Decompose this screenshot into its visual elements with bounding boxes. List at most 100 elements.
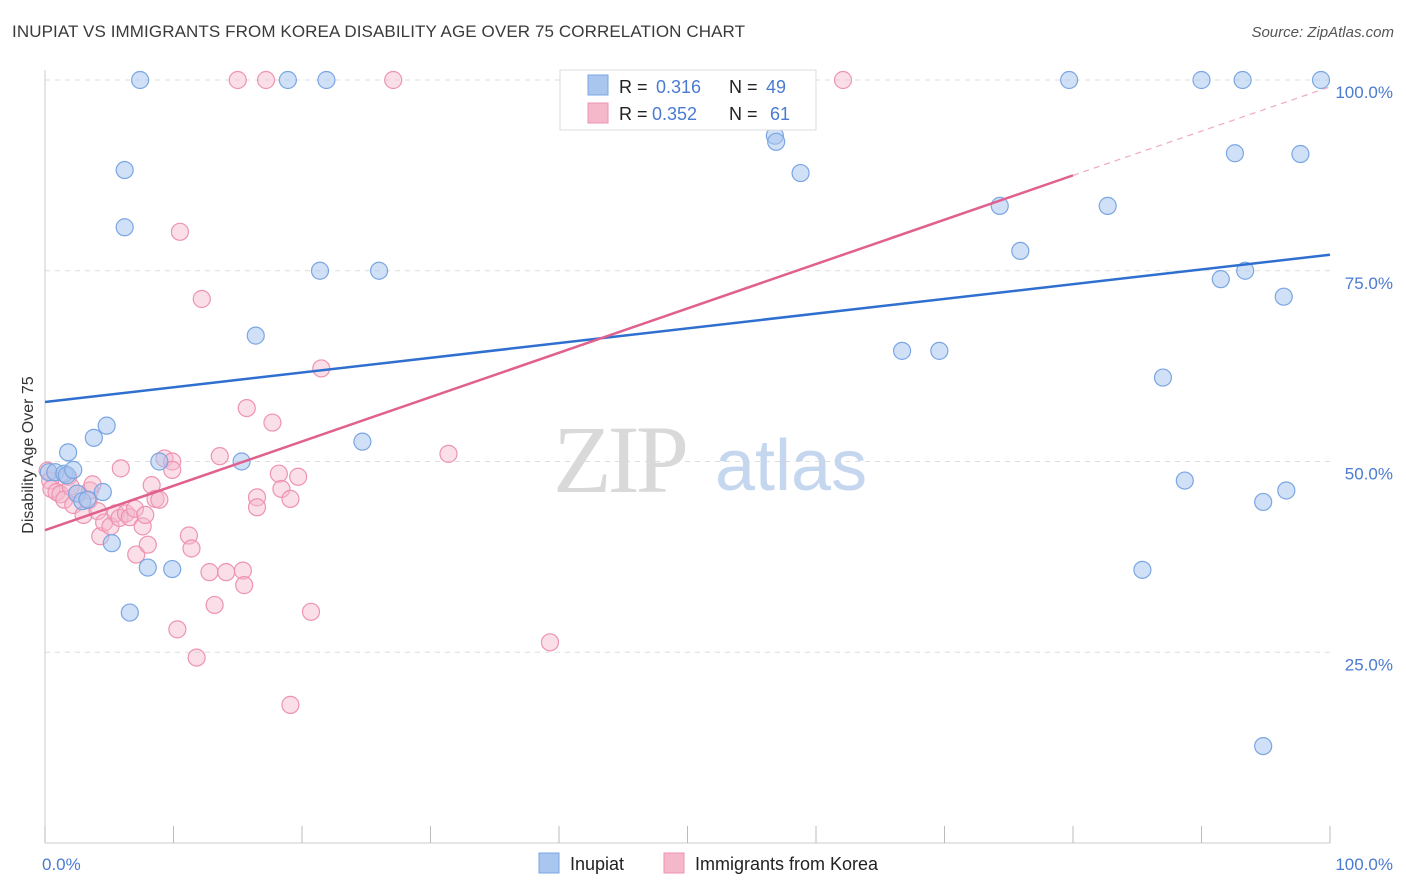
inupiat-point: [1175, 471, 1194, 490]
y-tick-label: 75.0%: [1345, 274, 1393, 293]
inupiat-point: [115, 160, 134, 180]
korea-point: [247, 488, 267, 507]
legend-n-value: 61: [770, 104, 790, 124]
inupiat-point: [1011, 241, 1030, 261]
trend-lines: [44, 86, 1331, 532]
inupiat-point: [59, 443, 78, 462]
inupiat-point: [64, 460, 83, 479]
korea-point: [281, 489, 300, 508]
inupiat-point: [1291, 144, 1310, 164]
inupiat-point: [138, 558, 157, 577]
inupiat-point: [246, 326, 265, 345]
inupiat-trend-line: [44, 253, 1331, 404]
korea-point: [235, 576, 254, 595]
korea-point: [281, 695, 300, 714]
legend-swatch-inupiat: [587, 74, 609, 96]
inupiat-points: [39, 70, 1331, 756]
korea-point: [269, 464, 288, 483]
inupiat-point: [102, 534, 121, 553]
inupiat-point: [1236, 261, 1255, 280]
legend-r-value: 0.352: [652, 104, 697, 124]
inupiat-point: [1098, 196, 1117, 215]
korea-point: [200, 563, 219, 582]
y-axis-label: Disability Age Over 75: [20, 376, 37, 534]
legend-n-label: N =: [729, 104, 758, 124]
korea-point: [256, 70, 276, 90]
watermark-zip: ZIP: [553, 406, 686, 513]
inupiat-point: [1277, 481, 1296, 500]
inupiat-point: [767, 132, 786, 151]
inupiat-point: [1211, 270, 1230, 289]
inupiat-point: [84, 428, 103, 447]
korea-point: [163, 460, 182, 479]
inupiat-point: [1311, 70, 1331, 90]
inupiat-point: [1133, 560, 1152, 579]
korea-point: [210, 447, 229, 466]
inupiat-point: [892, 341, 912, 360]
korea-point: [540, 633, 560, 652]
inupiat-point: [93, 482, 112, 502]
legend-r-value: 0.316: [656, 77, 701, 97]
watermark: ZIP atlas: [553, 406, 867, 513]
watermark-atlas: atlas: [715, 426, 867, 506]
korea-point: [182, 539, 201, 558]
inupiat-point: [310, 261, 330, 280]
inupiat-point: [78, 490, 97, 509]
inupiat-point: [120, 603, 139, 622]
inupiat-point: [130, 70, 150, 90]
korea-point: [233, 561, 252, 580]
korea-point: [289, 467, 308, 486]
inupiat-point: [97, 416, 116, 435]
axes: [44, 70, 1331, 844]
korea-point: [205, 595, 224, 615]
source-credit: Source: ZipAtlas.com: [1251, 24, 1394, 41]
korea-point: [247, 498, 267, 517]
legend-r-label: R =: [619, 77, 648, 97]
korea-point: [272, 479, 291, 499]
inupiat-point: [353, 432, 372, 451]
korea-point: [217, 563, 236, 582]
series-legend: Inupiat Immigrants from Korea: [538, 852, 879, 874]
bottom-legend-swatch-korea: [663, 852, 685, 874]
y-tick-labels: 25.0% 50.0% 75.0% 100.0%: [1335, 83, 1393, 674]
korea-point: [228, 70, 247, 90]
korea-point: [170, 222, 190, 241]
inupiat-point: [150, 452, 169, 471]
inupiat-point: [1274, 287, 1293, 306]
korea-trend-line: [44, 174, 1074, 532]
x-tick-labels: 0.0% 100.0%: [42, 855, 1393, 874]
y-tick-label: 25.0%: [1345, 655, 1393, 674]
inupiat-point: [115, 218, 134, 237]
inupiat-point: [317, 70, 336, 90]
inupiat-point: [1192, 70, 1211, 90]
legend-r-label: R =: [619, 104, 648, 124]
korea-point: [111, 459, 130, 478]
korea-point: [136, 505, 155, 525]
inupiat-point: [278, 70, 297, 90]
korea-point: [133, 517, 152, 536]
korea-point: [237, 398, 256, 418]
bottom-legend-label-inupiat: Inupiat: [570, 854, 624, 874]
grid-lines: [45, 79, 1330, 653]
x-tick-label: 100.0%: [1335, 855, 1393, 874]
korea-point: [301, 602, 321, 621]
inupiat-point: [370, 261, 389, 280]
y-tick-label: 50.0%: [1345, 465, 1393, 484]
inupiat-point: [1225, 144, 1245, 163]
korea-point: [168, 620, 187, 639]
inupiat-point: [930, 341, 949, 360]
korea-point: [439, 444, 458, 463]
korea-point: [187, 648, 206, 667]
stats-legend: R = 0.316 N = 49 R = 0.352 N = 61: [559, 69, 817, 131]
inupiat-point: [1254, 492, 1273, 512]
y-tick-label: 100.0%: [1335, 83, 1393, 102]
inupiat-point: [1060, 70, 1079, 90]
inupiat-point: [1233, 70, 1252, 90]
bottom-legend-swatch-inupiat: [538, 852, 560, 874]
korea-point: [127, 545, 146, 564]
korea-trend-extension: [1072, 86, 1331, 176]
korea-point: [138, 535, 157, 554]
korea-point: [833, 70, 853, 90]
korea-point: [263, 413, 282, 432]
